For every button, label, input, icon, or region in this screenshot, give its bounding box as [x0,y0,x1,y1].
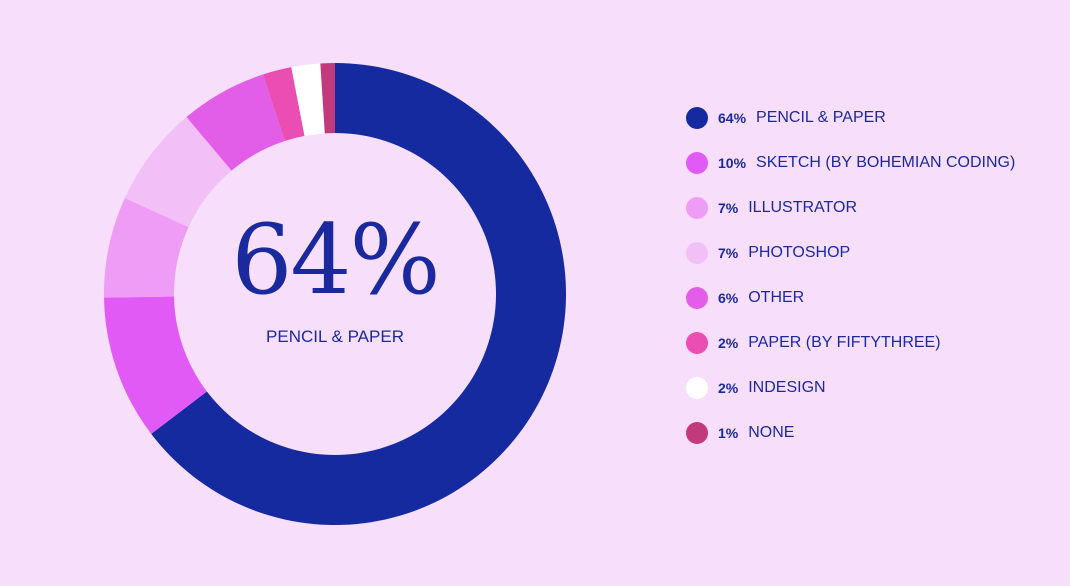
donut-slice-paper-by-fiftythree [262,67,305,142]
legend-label: PAPER (BY FIFTYTHREE) [748,333,941,351]
legend-item: 64% PENCIL & PAPER [686,95,1056,140]
legend-swatch [686,376,708,399]
legend-label: OTHER [748,288,805,306]
legend-percent: 2% [718,334,739,351]
legend-item: 7% ILLUSTRATOR [686,185,1056,230]
legend-swatch [686,241,708,264]
donut-slice-other [186,74,285,171]
legend-percent: 64% [718,109,747,126]
legend-swatch [686,196,708,219]
legend-item: 2% PAPER (BY FIFTYTHREE) [686,320,1056,365]
legend-swatch [686,286,708,309]
chart-legend: 64% PENCIL & PAPER 10% SKETCH (BY BOHEMI… [686,95,1056,455]
legend-percent: 7% [718,244,739,261]
donut-chart-svg [103,63,566,526]
legend-swatch [686,421,708,444]
legend-percent: 7% [718,199,739,216]
donut-slice-sketch-by-bohemian-coding [104,296,207,434]
legend-percent: 1% [718,424,739,441]
legend-label: ILLUSTRATOR [748,198,857,216]
legend-percent: 10% [718,154,747,171]
legend-label: SKETCH (BY BOHEMIAN CODING) [756,153,1016,171]
donut-slice-illustrator [103,198,189,298]
center-value: 64% [231,204,440,316]
legend-item: 10% SKETCH (BY BOHEMIAN CODING) [686,140,1056,185]
legend-swatch [686,106,708,129]
legend-item: 1% NONE [686,410,1056,455]
center-label: PENCIL & PAPER [266,327,404,346]
donut-slice-none [320,63,335,134]
donut-slice-pencil-paper [151,63,566,526]
legend-label: PHOTOSHOP [748,243,851,261]
legend-label: PENCIL & PAPER [756,108,886,126]
legend-item: 6% OTHER [686,275,1056,320]
donut-slice-indesign [291,63,325,136]
legend-item: 7% PHOTOSHOP [686,230,1056,275]
legend-item: 2% INDESIGN [686,365,1056,410]
legend-swatch [686,331,708,354]
legend-label: INDESIGN [748,378,826,396]
legend-percent: 2% [718,379,739,396]
donut-chart: 64% PENCIL & PAPER [103,63,566,526]
legend-label: NONE [748,423,795,441]
legend-percent: 6% [718,289,739,306]
legend-swatch [686,151,708,174]
donut-slice-photoshop [124,117,232,228]
